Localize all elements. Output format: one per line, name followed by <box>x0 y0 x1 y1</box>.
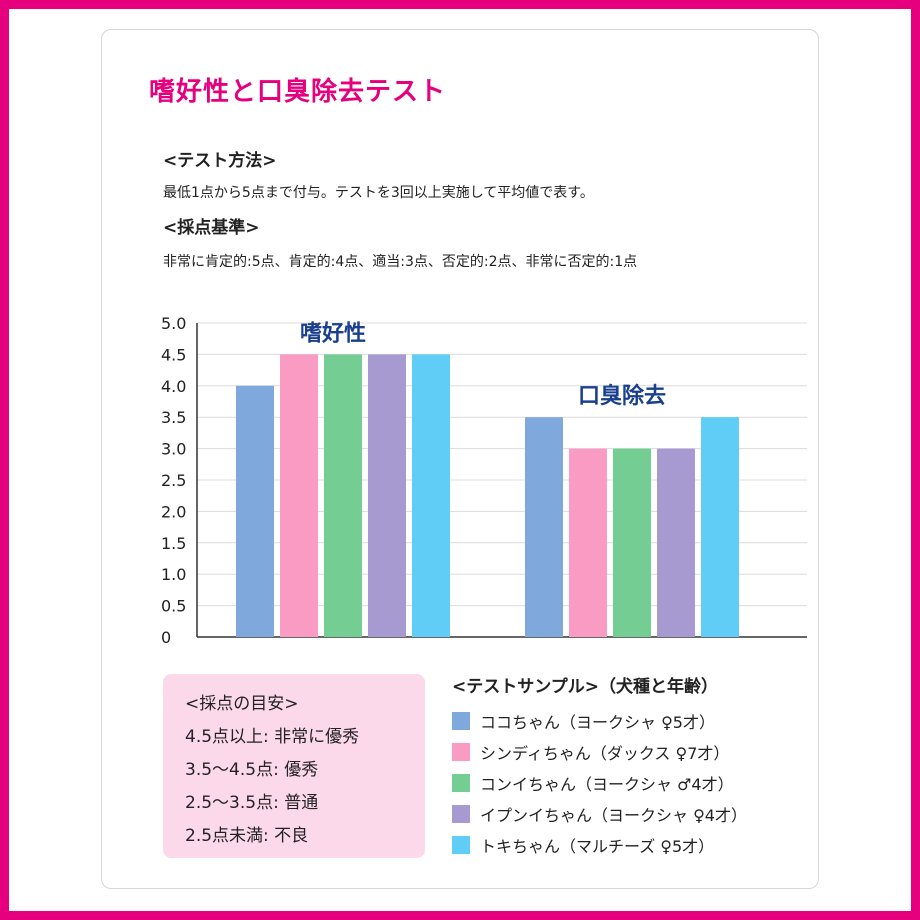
legend-swatch <box>452 742 470 761</box>
bar <box>280 354 318 637</box>
legend-label: コンイちゃん（ヨークシャ ♂4才） <box>480 774 734 794</box>
legend-label: ココちゃん（ヨークシャ ♀5才） <box>480 712 715 732</box>
bar <box>525 417 563 637</box>
legend-label: トキちゃん（マルチーズ ♀5才） <box>480 836 715 856</box>
legend-title: <テストサンプル>（犬種と年齢） <box>452 677 718 697</box>
legend-swatch <box>452 773 470 792</box>
score-guide-box: <採点の目安> 4.5点以上: 非常に優秀 3.5〜4.5点: 優秀 2.5〜3… <box>163 674 425 858</box>
y-tick-label: 5.0 <box>161 314 186 333</box>
y-tick-label: 1.5 <box>161 534 186 553</box>
bar <box>236 385 274 637</box>
legend-swatch <box>452 804 470 823</box>
y-tick-label: 0.5 <box>161 597 186 616</box>
guide-line: 3.5〜4.5点: 優秀 <box>185 760 319 780</box>
bar <box>613 448 651 637</box>
guide-line: 2.5〜3.5点: 普通 <box>185 793 319 813</box>
y-tick-label: 4.0 <box>161 377 186 396</box>
bar <box>368 354 406 637</box>
content-card: 嗜好性と口臭除去テスト <テスト方法> 最低1点から5点まで付与。テストを3回以… <box>101 29 819 889</box>
method-text: 最低1点から5点まで付与。テストを3回以上実施して平均値で表す。 <box>163 185 594 201</box>
guide-heading: <採点の目安> <box>185 694 299 714</box>
page-title: 嗜好性と口臭除去テスト <box>149 77 447 107</box>
bar <box>657 448 695 637</box>
bar <box>701 417 739 637</box>
legend-item: ココちゃん（ヨークシャ ♀5才） <box>452 705 812 736</box>
y-tick-label: 3.5 <box>161 408 186 427</box>
criteria-heading: <採点基準> <box>163 218 260 238</box>
legend-item: トキちゃん（マルチーズ ♀5才） <box>452 829 812 860</box>
legend: <テストサンプル>（犬種と年齢） ココちゃん（ヨークシャ ♀5才） シンディちゃん… <box>452 672 812 860</box>
criteria-text: 非常に肯定的:5点、肯定的:4点、適当:3点、否定的:2点、非常に否定的:1点 <box>163 254 638 270</box>
bar <box>324 354 362 637</box>
category-label: 嗜好性 <box>300 320 366 346</box>
legend-swatch <box>452 711 470 730</box>
guide-line: 2.5点未満: 不良 <box>185 826 309 846</box>
legend-label: シンディちゃん（ダックス ♀7才） <box>480 743 730 763</box>
legend-item: シンディちゃん（ダックス ♀7才） <box>452 736 812 767</box>
y-tick-label: 2.5 <box>161 471 186 490</box>
y-tick-label: 2.0 <box>161 502 186 521</box>
bar <box>569 448 607 637</box>
legend-item: イプンイちゃん（ヨークシャ ♀4才） <box>452 798 812 829</box>
y-tick-label: 4.5 <box>161 345 186 364</box>
category-label: 口臭除去 <box>578 383 666 409</box>
y-tick-label: 3.0 <box>161 440 186 459</box>
y-tick-label: 0 <box>161 628 171 647</box>
method-heading: <テスト方法> <box>163 151 277 171</box>
legend-item: コンイちゃん（ヨークシャ ♂4才） <box>452 767 812 798</box>
legend-label: イプンイちゃん（ヨークシャ ♀4才） <box>480 805 747 825</box>
legend-swatch <box>452 835 470 854</box>
guide-line: 4.5点以上: 非常に優秀 <box>185 727 360 747</box>
y-tick-label: 1.0 <box>161 565 186 584</box>
bar <box>412 354 450 637</box>
